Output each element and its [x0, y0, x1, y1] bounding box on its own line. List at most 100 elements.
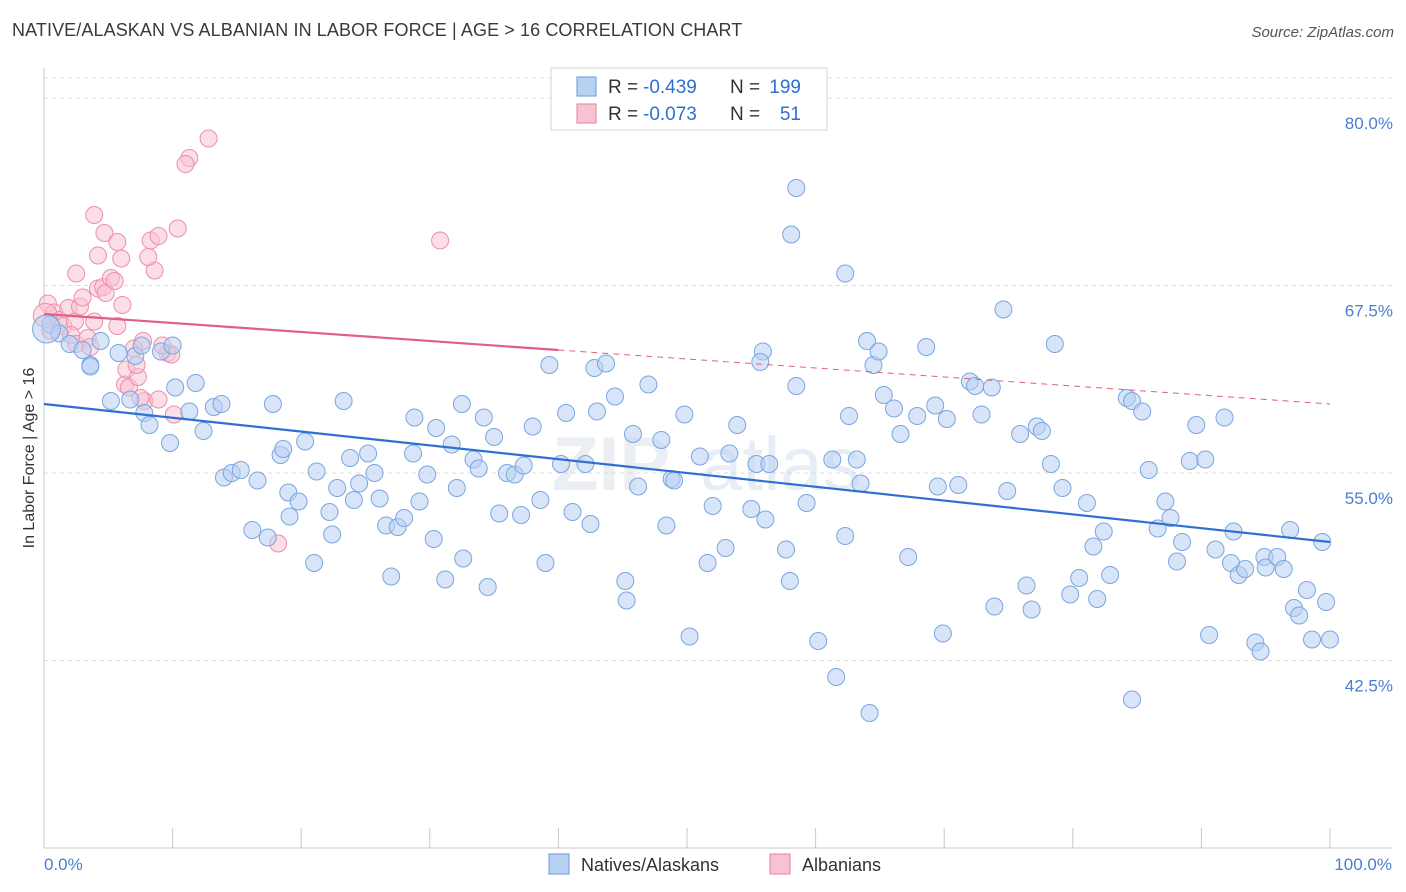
natives-point — [478, 578, 497, 596]
natives-point — [917, 338, 936, 356]
natives-point — [109, 344, 128, 362]
natives-point — [728, 416, 747, 434]
natives-point — [436, 570, 455, 589]
legend-label-natives: Natives/Alaskans — [581, 855, 719, 875]
natives-point — [344, 491, 363, 509]
natives-point — [576, 455, 595, 473]
natives-point — [1274, 560, 1293, 578]
natives-point — [617, 591, 636, 610]
natives-point — [243, 521, 262, 539]
natives-point — [675, 405, 694, 424]
albanians-trend-extension — [558, 349, 1331, 405]
x-tick-label-max: 100.0% — [1334, 855, 1392, 874]
natives-point — [885, 399, 903, 418]
stats-n-label-2: N = — [730, 104, 760, 125]
natives-point — [928, 477, 947, 496]
natives-point-large — [32, 314, 62, 344]
natives-point — [101, 392, 120, 410]
natives-point — [827, 668, 846, 686]
natives-point — [716, 539, 735, 557]
y-tick-label: 42.5% — [1345, 677, 1393, 696]
natives-point — [91, 332, 110, 350]
stats-n-label-1: N = — [730, 77, 760, 98]
natives-point — [248, 471, 267, 490]
natives-point — [452, 395, 471, 413]
natives-point — [1032, 422, 1051, 440]
natives-point — [1070, 569, 1089, 587]
natives-point — [1139, 461, 1158, 479]
natives-point — [1011, 425, 1030, 443]
natives-point — [121, 390, 140, 409]
natives-point — [490, 504, 509, 523]
natives-point — [180, 402, 199, 421]
x-ticks — [43, 828, 1331, 848]
natives-point — [1200, 626, 1219, 644]
natives-point — [447, 479, 466, 497]
source-label: Source: ZipAtlas.com — [1251, 24, 1394, 41]
albanians-point — [108, 233, 127, 251]
natives-point — [665, 471, 684, 490]
natives-point — [624, 425, 642, 443]
natives-point — [424, 530, 443, 548]
y-axis-label: In Labor Force | Age > 16 — [21, 368, 38, 549]
natives-point — [474, 408, 493, 427]
natives-point — [1084, 537, 1103, 556]
natives-point — [1196, 450, 1215, 469]
natives-point — [1256, 558, 1275, 577]
natives-point — [1180, 452, 1199, 470]
natives-point — [994, 300, 1013, 319]
stats-r-value-2: -0.073 — [643, 104, 697, 125]
natives-point — [720, 444, 739, 463]
natives-point — [514, 456, 533, 475]
natives-point — [1053, 479, 1072, 497]
natives-point — [540, 356, 559, 374]
albanians-point — [105, 272, 124, 290]
natives-point — [874, 386, 893, 404]
natives-point — [606, 387, 624, 406]
natives-point — [334, 392, 353, 410]
stats-r-label-1: R = — [608, 77, 638, 98]
natives-point — [851, 474, 870, 493]
y-tick-label: 55.0% — [1345, 489, 1393, 508]
natives-point — [972, 405, 991, 424]
natives-point — [1101, 566, 1120, 584]
albanians-point — [112, 249, 131, 268]
natives-point — [274, 440, 293, 458]
natives-point — [296, 432, 315, 451]
albanians-point — [149, 227, 168, 245]
natives-point — [751, 353, 770, 371]
natives-point — [1251, 642, 1270, 661]
natives-point — [860, 704, 879, 722]
natives-point — [1088, 590, 1107, 608]
natives-point — [395, 509, 414, 527]
natives-point — [787, 377, 806, 395]
natives-point — [320, 503, 339, 521]
natives-point — [1017, 576, 1036, 595]
natives-point — [787, 179, 806, 197]
natives-point — [756, 510, 775, 529]
legend: Natives/Alaskans Albanians — [548, 853, 881, 875]
natives-point — [840, 407, 858, 425]
natives-point — [359, 444, 378, 463]
natives-point — [365, 464, 384, 482]
y-tick-label: 80.0% — [1345, 114, 1393, 133]
natives-point — [639, 375, 658, 394]
natives-point — [370, 489, 389, 508]
natives-point — [652, 431, 671, 449]
natives-point — [328, 479, 347, 497]
albanians-point — [431, 231, 450, 250]
natives-point — [703, 497, 722, 515]
natives-point — [1187, 416, 1206, 434]
natives-point — [1236, 560, 1255, 578]
albanians-points — [32, 129, 450, 553]
natives-point — [588, 402, 606, 421]
natives-point — [823, 450, 842, 469]
natives-point — [949, 476, 968, 494]
natives-point — [1303, 630, 1321, 649]
natives-trend-line — [43, 402, 1331, 544]
natives-point — [657, 516, 676, 535]
natives-point — [404, 444, 423, 463]
natives-point — [690, 447, 709, 466]
natives-point — [629, 477, 648, 496]
natives-point — [405, 408, 424, 427]
